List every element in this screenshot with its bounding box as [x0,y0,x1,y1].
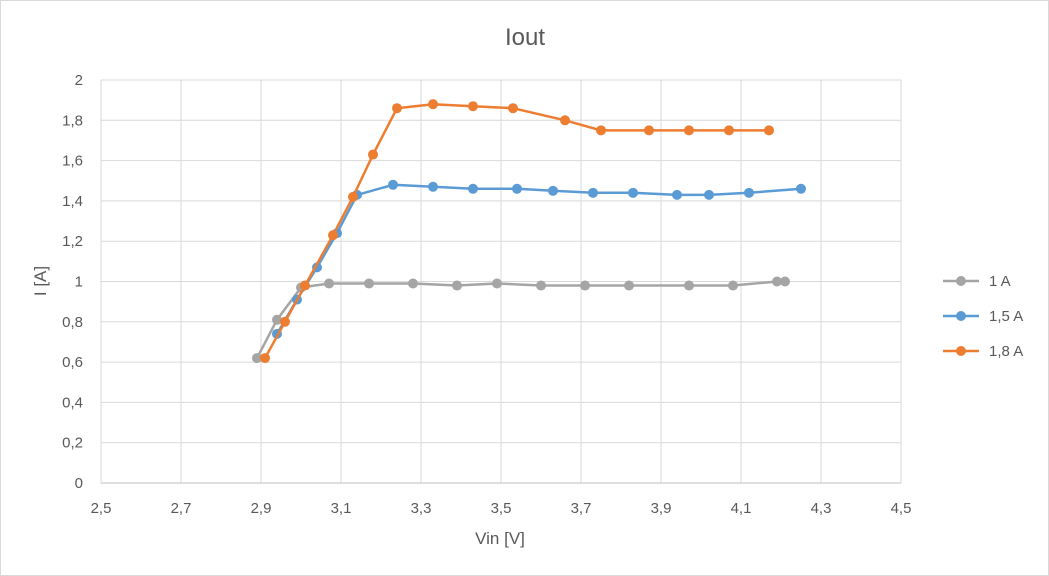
data-point [392,103,402,114]
data-point [492,278,502,289]
x-tick-label: 4,5 [891,500,912,517]
legend-swatch-marker [956,311,966,321]
series-1 [252,276,790,364]
data-point [724,125,734,136]
y-tick-label: 0,8 [62,314,83,331]
y-tick-label: 1 [75,274,83,291]
legend: 1 A 1,5 A 1,8 A [943,273,1023,360]
data-point [408,278,418,289]
data-point [272,314,282,325]
x-tick-label: 3,3 [411,500,432,517]
x-tick-label: 3,7 [571,500,592,517]
legend-item: 1 A [943,273,1011,290]
y-tick-label: 0,2 [62,435,83,452]
legend-label: 1 A [989,273,1011,290]
y-tick-label: 0 [75,475,83,492]
data-point [772,276,782,287]
data-point [468,101,478,112]
data-point [672,189,682,200]
x-tick-label: 3,1 [331,500,352,517]
legend-label: 1,8 A [989,343,1023,360]
x-tick-label: 4,3 [811,500,832,517]
data-point [644,125,654,136]
data-point [388,179,398,190]
legend-swatch-marker [956,346,966,356]
data-point [428,181,438,192]
legend-item: 1,8 A [943,343,1023,360]
data-point [300,280,310,291]
data-point [252,353,262,364]
data-point [548,185,558,196]
legend-swatch-marker [956,276,966,286]
data-point [780,276,790,287]
data-point [744,187,754,198]
series-line [255,280,785,359]
data-point [796,183,806,194]
data-point [368,149,378,160]
x-tick-label: 3,5 [491,500,512,517]
data-point [704,189,714,200]
x-axis-title: Vin [V] [475,529,525,548]
data-point [684,280,694,291]
data-point [596,125,606,136]
series-group [252,99,806,364]
data-point [628,187,638,198]
data-point [624,280,634,291]
x-tick-label: 2,5 [91,500,112,517]
y-tick-label: 1,6 [62,153,83,170]
data-point [560,115,570,126]
y-tick-label: 1,4 [62,193,83,210]
data-point [468,183,478,194]
series-line [263,102,769,359]
y-tick-label: 0,4 [62,394,83,411]
data-point [452,280,462,291]
data-point [324,278,334,289]
x-tick-label: 2,9 [251,500,272,517]
data-point [280,316,290,327]
y-tick-label: 1,8 [62,112,83,129]
series-3 [260,99,774,364]
x-tick-label: 3,9 [651,500,672,517]
data-point [512,183,522,194]
data-point [588,187,598,198]
legend-item: 1,5 A [943,308,1023,325]
data-point [728,280,738,291]
data-point [764,125,774,136]
series-2 [272,179,806,339]
y-tick-label: 2 [75,72,83,89]
y-tick-label: 1,2 [62,233,83,250]
data-point [580,280,590,291]
y-tick-label: 0,6 [62,354,83,371]
legend-label: 1,5 A [989,308,1023,325]
data-point [508,103,518,114]
axes: 0 0,2 0,4 0,6 0,8 1 1,2 1,4 1,6 1,8 2 2,5 2,7 2,9 3,1 3… [62,72,911,517]
x-tick-label: 4,1 [731,500,752,517]
data-point [328,230,338,241]
data-point [536,280,546,291]
data-point [260,353,270,364]
data-point [364,278,374,289]
data-point [428,99,438,110]
chart-title: Iout [505,24,545,51]
data-point [684,125,694,136]
x-tick-label: 2,7 [171,500,192,517]
data-point [348,191,358,202]
series-line [275,183,802,335]
y-axis-title: I [A] [31,266,50,296]
